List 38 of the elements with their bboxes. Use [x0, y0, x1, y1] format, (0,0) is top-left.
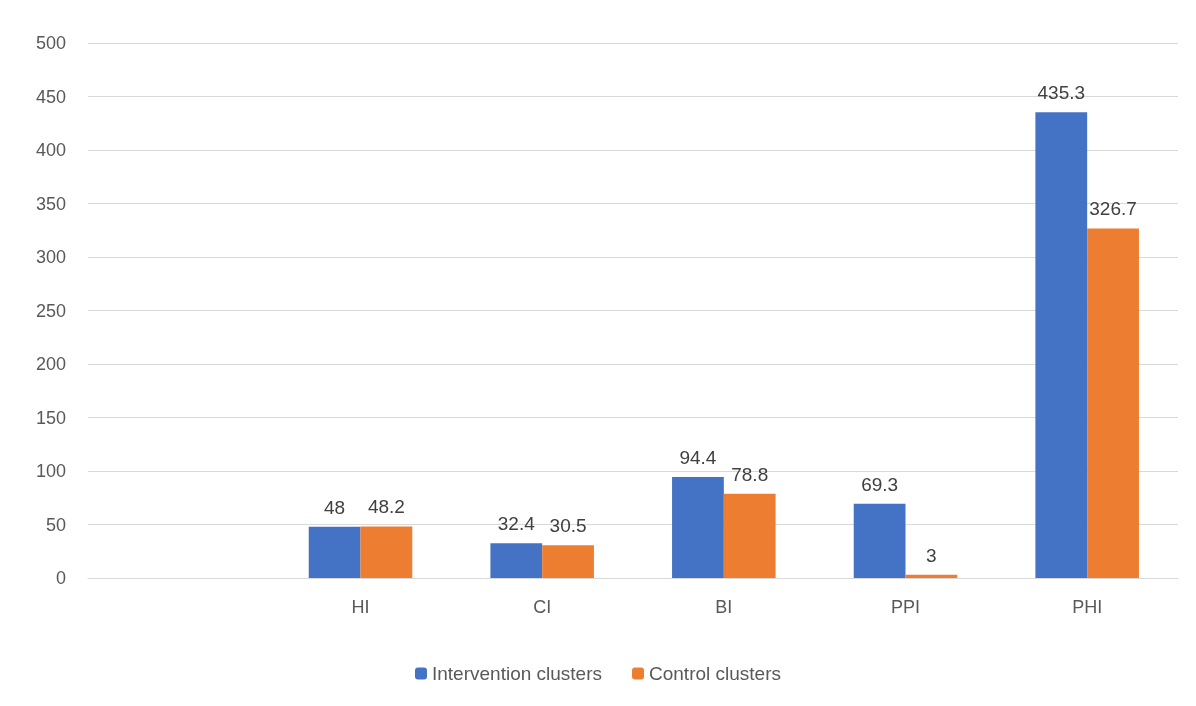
- data-label: 326.7: [1089, 198, 1137, 220]
- data-label: 435.3: [1037, 82, 1086, 104]
- bar: [672, 476, 724, 578]
- y-tick-label: 400: [35, 140, 66, 160]
- y-tick-label: 100: [35, 461, 66, 481]
- y-tick-label: 250: [35, 300, 66, 321]
- bar: [542, 545, 594, 578]
- data-label: 3: [926, 544, 937, 566]
- data-label: 94.4: [679, 446, 717, 468]
- bar: [853, 503, 906, 578]
- bar: [1035, 112, 1088, 578]
- data-label: 69.3: [861, 473, 899, 495]
- y-tick-label: 150: [35, 407, 66, 428]
- x-tick-label: CI: [533, 597, 552, 617]
- legend-label: Intervention clusters: [431, 663, 603, 684]
- y-tick-label: 300: [35, 247, 66, 267]
- x-tick-label: HI: [351, 597, 370, 617]
- bar: [905, 574, 958, 578]
- bar: [308, 526, 361, 578]
- y-tick-label: 500: [35, 33, 66, 53]
- y-tick-label: 0: [55, 568, 66, 588]
- y-tick-label: 350: [35, 193, 66, 214]
- data-label: 48.2: [367, 496, 405, 518]
- bar: [1087, 228, 1139, 578]
- bar: [490, 543, 543, 578]
- y-tick-label: 200: [35, 354, 66, 374]
- data-label: 32.4: [497, 513, 536, 535]
- y-tick-label: 50: [45, 514, 66, 535]
- y-tick-label: 450: [35, 86, 66, 107]
- data-label: 78.8: [731, 463, 769, 485]
- data-label: 30.5: [549, 515, 587, 537]
- x-tick-label: BI: [715, 597, 733, 617]
- data-label: 48: [324, 496, 346, 518]
- bar: [360, 526, 413, 578]
- legend-label: Control clusters: [649, 663, 782, 684]
- x-tick-label: PPI: [890, 597, 921, 617]
- bar: [723, 493, 776, 578]
- x-tick-label: PHI: [1072, 597, 1103, 617]
